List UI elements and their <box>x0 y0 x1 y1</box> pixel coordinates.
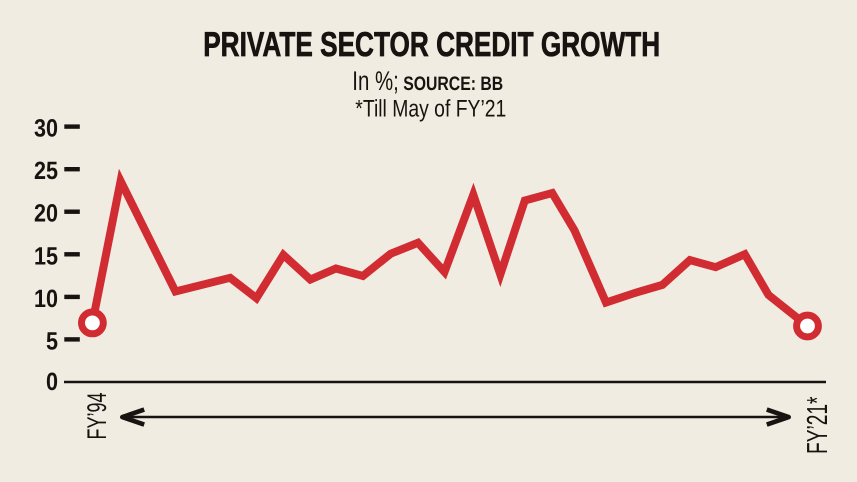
svg-text:30: 30 <box>34 115 58 143</box>
svg-text:FY’21*: FY’21* <box>802 397 834 455</box>
svg-text:0: 0 <box>46 368 58 396</box>
svg-text:*Till May of FY’21: *Till May of FY’21 <box>355 96 506 123</box>
svg-text:10: 10 <box>34 285 58 313</box>
svg-text:5: 5 <box>46 327 58 355</box>
svg-text:20: 20 <box>34 200 58 228</box>
svg-text:15: 15 <box>34 242 58 270</box>
svg-text:In %;: In %; <box>352 66 399 96</box>
svg-text:FY’94: FY’94 <box>82 393 112 440</box>
svg-text:SOURCE: BB: SOURCE: BB <box>403 73 503 95</box>
svg-text:PRIVATE SECTOR CREDIT GROWTH: PRIVATE SECTOR CREDIT GROWTH <box>203 26 660 64</box>
svg-text:25: 25 <box>34 157 58 185</box>
